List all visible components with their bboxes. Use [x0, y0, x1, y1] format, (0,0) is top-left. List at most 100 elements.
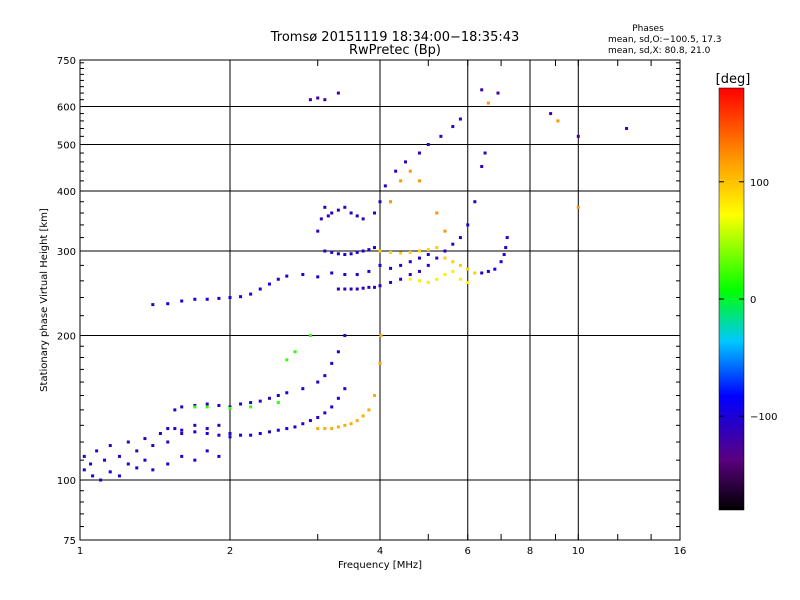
data-point [205, 432, 209, 436]
data-point [166, 302, 170, 306]
data-point [355, 273, 359, 277]
data-point [367, 408, 371, 412]
data-point [408, 273, 412, 277]
data-point [378, 263, 382, 267]
data-point [361, 286, 365, 290]
data-point [217, 454, 221, 458]
data-point [193, 297, 197, 301]
data-point [193, 430, 197, 434]
data-point [276, 428, 280, 432]
data-point [343, 334, 347, 338]
y-tick-label: 500 [57, 141, 76, 152]
data-point [336, 425, 340, 429]
data-point [249, 405, 253, 409]
y-tick-label: 600 [57, 103, 76, 114]
x-tick-label: 8 [527, 546, 533, 557]
data-point [439, 134, 443, 138]
data-point [228, 435, 232, 439]
data-point [451, 242, 455, 246]
data-point [205, 449, 209, 453]
data-point [466, 280, 470, 284]
data-point [126, 462, 130, 466]
data-point [95, 449, 99, 453]
data-point [276, 277, 280, 281]
data-point [373, 285, 377, 289]
data-point [480, 164, 484, 168]
data-point [158, 432, 162, 436]
data-point [417, 151, 421, 155]
data-point [435, 256, 439, 260]
data-point [389, 266, 393, 270]
data-point [373, 211, 377, 215]
data-point [308, 419, 312, 423]
data-point [367, 285, 371, 289]
y-tick-label: 400 [57, 187, 76, 198]
data-point [349, 287, 353, 291]
data-point [349, 252, 353, 256]
colorbar-tick-label: 0 [750, 295, 756, 306]
data-point [505, 236, 509, 240]
data-point [373, 394, 377, 398]
data-point [108, 444, 112, 448]
data-point [426, 143, 430, 147]
data-point [343, 253, 347, 257]
colorbar-tick-label: −100 [750, 412, 777, 423]
data-point [323, 98, 327, 102]
data-point [443, 273, 447, 277]
y-tick-label: 75 [63, 536, 76, 547]
data-point [151, 444, 155, 448]
data-point [473, 271, 477, 275]
data-point [99, 478, 103, 482]
data-point [180, 405, 184, 409]
data-point [417, 179, 421, 183]
data-point [336, 287, 340, 291]
colorbar-ticks: 100 0 −100 [719, 178, 777, 423]
data-point [82, 468, 86, 472]
data-point [330, 361, 334, 365]
data-point [399, 263, 403, 267]
phases-heading: Phases [632, 24, 664, 34]
data-point [258, 432, 262, 436]
data-point [239, 295, 243, 299]
data-point [330, 405, 334, 409]
x-axis-label: Frequency [MHz] [338, 560, 422, 571]
data-point [458, 117, 462, 121]
data-point [276, 401, 280, 405]
x-tick-label: 2 [227, 546, 233, 557]
data-point [426, 263, 430, 267]
data-point [435, 211, 439, 215]
data-point [323, 374, 327, 378]
y-tick-label: 750 [57, 56, 76, 67]
data-point [180, 432, 184, 436]
data-point [285, 358, 289, 362]
data-point [173, 427, 177, 431]
data-point [330, 427, 334, 431]
data-point [408, 250, 412, 254]
data-point [143, 458, 147, 462]
data-point [319, 217, 323, 221]
data-point [330, 271, 334, 275]
data-point [205, 297, 209, 301]
data-point [458, 236, 462, 240]
data-point [458, 263, 462, 267]
data-point [336, 396, 340, 400]
data-point [205, 405, 209, 409]
data-point [217, 403, 221, 407]
data-points [82, 88, 629, 482]
chart-subtitle: RwPretec (Bp) [349, 43, 441, 58]
data-point [267, 282, 271, 286]
y-tick-labels: 75 100 200 300 400 500 600 750 [57, 56, 76, 547]
data-point [308, 334, 312, 338]
data-point [228, 406, 232, 410]
data-point [249, 292, 253, 296]
data-point [151, 468, 155, 472]
data-point [308, 98, 312, 102]
x-tick-label: 16 [674, 546, 687, 557]
data-point [367, 269, 371, 273]
x-tick-label: 4 [377, 546, 383, 557]
data-point [117, 454, 121, 458]
data-point [399, 251, 403, 255]
data-point [228, 432, 232, 436]
data-point [408, 260, 412, 264]
data-point [576, 134, 580, 138]
